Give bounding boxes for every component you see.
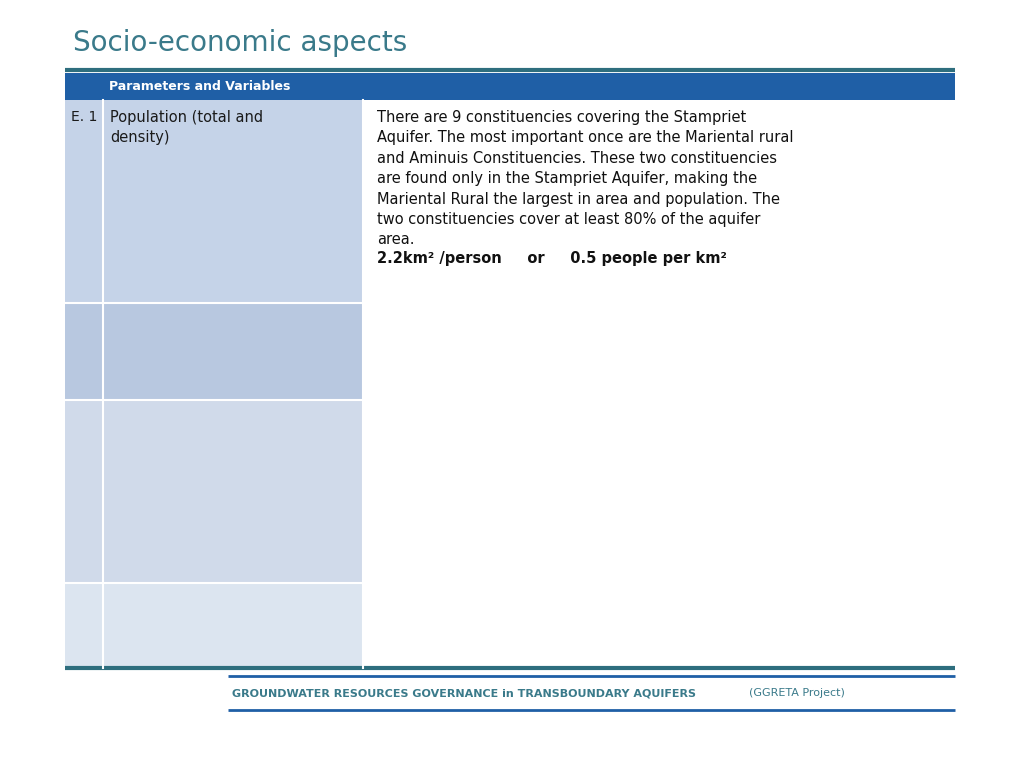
- Text: E. 1: E. 1: [71, 110, 97, 124]
- Bar: [65, 100, 362, 303]
- Text: 2.2km² /person     or     0.5 people per km²: 2.2km² /person or 0.5 people per km²: [377, 251, 727, 266]
- Text: Parameters and Variables: Parameters and Variables: [109, 80, 291, 93]
- Bar: [65, 73, 955, 100]
- Text: Socio-economic aspects: Socio-economic aspects: [73, 29, 408, 57]
- Bar: [65, 303, 362, 400]
- Text: GROUNDWATER RESOURCES GOVERNANCE in TRANSBOUNDARY AQUIFERS: GROUNDWATER RESOURCES GOVERNANCE in TRAN…: [232, 688, 696, 698]
- Bar: [362, 100, 955, 668]
- Bar: [65, 583, 362, 668]
- Text: There are 9 constituencies covering the Stampriet
Aquifer. The most important on: There are 9 constituencies covering the …: [377, 110, 794, 247]
- Bar: [65, 400, 362, 583]
- Text: Population (total and
density): Population (total and density): [110, 110, 263, 145]
- Text: (GGRETA Project): (GGRETA Project): [742, 688, 845, 698]
